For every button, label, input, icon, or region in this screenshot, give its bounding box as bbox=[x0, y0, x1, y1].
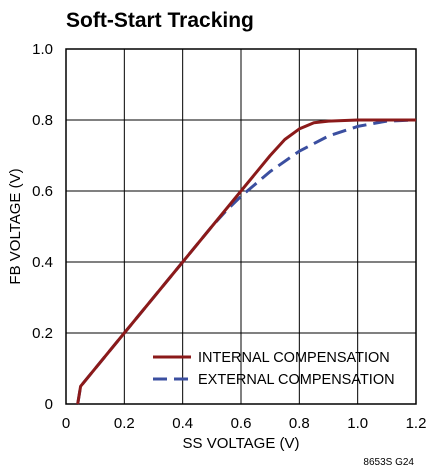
legend-label: EXTERNAL COMPENSATION bbox=[198, 372, 395, 388]
x-tick-label: 0 bbox=[62, 415, 70, 432]
x-tick-label: 1.2 bbox=[406, 415, 427, 432]
y-tick-label: 0.6 bbox=[32, 183, 53, 200]
y-tick-label: 0.2 bbox=[32, 325, 53, 342]
y-tick-label: 0.4 bbox=[32, 254, 53, 271]
figure-number: 8653S G24 bbox=[363, 457, 414, 468]
x-tick-label: 0.4 bbox=[172, 415, 193, 432]
x-tick-label: 1.0 bbox=[347, 415, 368, 432]
chart-title: Soft-Start Tracking bbox=[66, 9, 254, 32]
y-tick-labels: 0 0.2 0.4 0.6 0.8 1.0 bbox=[32, 41, 53, 413]
series-line-internal-compensation bbox=[76, 118, 416, 405]
legend-label: INTERNAL COMPENSATION bbox=[198, 350, 390, 366]
x-tick-label: 0.8 bbox=[289, 415, 310, 432]
series-group bbox=[76, 118, 417, 405]
legend: INTERNAL COMPENSATION EXTERNAL COMPENSATI… bbox=[153, 350, 395, 388]
y-axis-label: FB VOLTAGE (V) bbox=[7, 168, 24, 284]
plot-frame bbox=[65, 48, 417, 405]
y-tick-label: 0 bbox=[45, 396, 53, 413]
x-axis-label: SS VOLTAGE (V) bbox=[183, 435, 300, 452]
y-tick-label: 1.0 bbox=[32, 41, 53, 58]
x-tick-label: 0.6 bbox=[231, 415, 252, 432]
x-tick-label: 0.2 bbox=[114, 415, 135, 432]
y-tick-label: 0.8 bbox=[32, 112, 53, 129]
x-tick-labels: 0 0.2 0.4 0.6 0.8 1.0 1.2 bbox=[62, 415, 427, 432]
